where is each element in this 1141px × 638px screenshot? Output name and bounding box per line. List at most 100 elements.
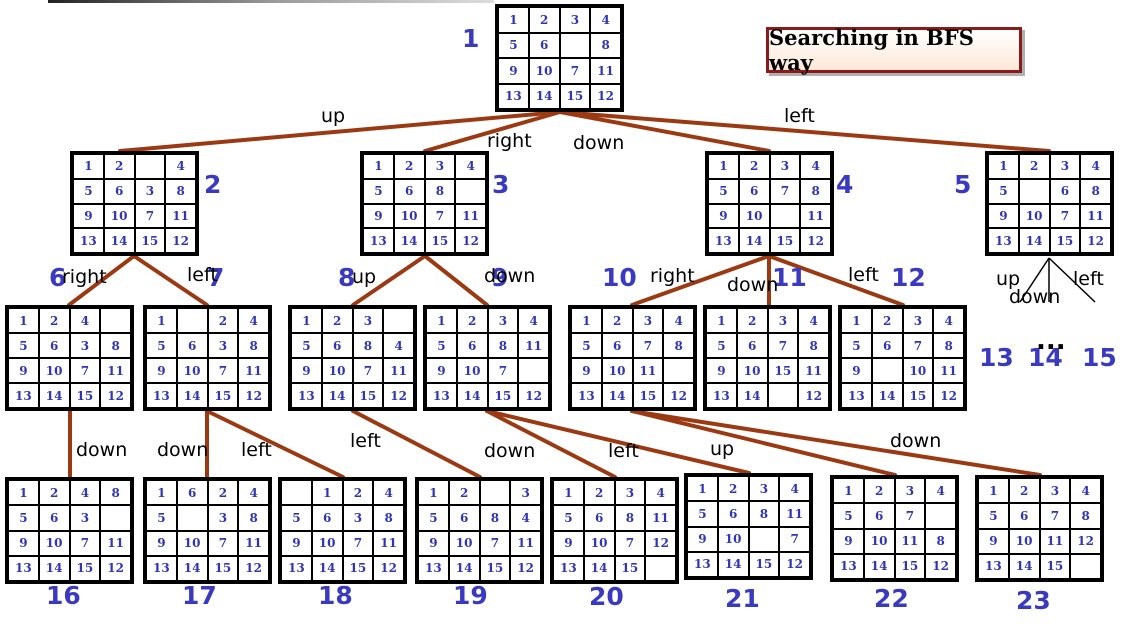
- tile: 7: [207, 358, 239, 383]
- tile: 8: [1080, 178, 1111, 204]
- tile: 15: [479, 555, 511, 581]
- tile: 13: [73, 228, 104, 253]
- tile: 13: [978, 553, 1009, 579]
- tile: 10: [738, 203, 770, 229]
- tile: 14: [1018, 228, 1050, 253]
- tile: 3: [207, 333, 239, 358]
- tile: 15: [1039, 553, 1071, 579]
- tile: 8: [238, 333, 269, 358]
- tile: 7: [479, 530, 511, 556]
- move-label-n1-down: down: [573, 132, 625, 154]
- tile: 3: [69, 333, 101, 358]
- tile: 1: [8, 480, 39, 506]
- tile: 11: [800, 203, 831, 229]
- tile: 4: [510, 505, 541, 531]
- tile: 6: [863, 503, 895, 529]
- puzzle-state-22: 1 2 3 4 5 6 7 9 10 11 8 13 14 15 12: [830, 475, 959, 582]
- tile: 9: [988, 203, 1019, 229]
- tile: 5: [363, 178, 394, 204]
- tile: 4: [1080, 154, 1111, 179]
- tile: 7: [134, 203, 166, 229]
- tile: 11: [894, 528, 926, 554]
- tile: 10: [1008, 528, 1040, 554]
- blank-tile: [769, 203, 801, 229]
- node-label-3: 3: [492, 170, 510, 199]
- tile: 2: [871, 308, 903, 333]
- tree-edge: [423, 110, 562, 153]
- tile: 4: [798, 308, 829, 333]
- tile: 7: [559, 58, 591, 84]
- tile: 9: [498, 58, 529, 84]
- move-label-n5-down: down: [1009, 286, 1061, 308]
- tile: 3: [614, 480, 646, 506]
- tile: 4: [779, 476, 810, 502]
- tile: 14: [738, 228, 770, 253]
- tile: 6: [38, 333, 70, 358]
- tile: 10: [1018, 203, 1050, 229]
- puzzle-state-12: 1 2 3 4 5 6 7 8 9 10 11 13 14 15 12: [838, 305, 967, 411]
- move-label-n5-up: up: [996, 268, 1021, 290]
- tile: 4: [933, 308, 964, 333]
- tile: 4: [590, 7, 621, 33]
- tile: 15: [748, 551, 780, 577]
- node-label-4: 4: [836, 170, 854, 199]
- tile: 6: [717, 501, 749, 527]
- move-label-n9-up: up: [710, 438, 735, 460]
- tile: 9: [291, 358, 322, 383]
- tile: 15: [769, 228, 801, 253]
- tile: 2: [528, 7, 560, 33]
- tile: 1: [687, 476, 718, 502]
- tile: 1: [706, 308, 737, 333]
- tile: 6: [601, 333, 633, 358]
- puzzle-state-21: 1 2 3 4 5 6 8 11 9 10 7 13 14 15 12: [684, 473, 813, 580]
- tile: 6: [311, 505, 343, 531]
- tile: 9: [833, 528, 864, 554]
- tile: 9: [146, 530, 177, 556]
- tile: 12: [645, 530, 676, 556]
- tile: 14: [717, 551, 749, 577]
- tile: 10: [321, 358, 353, 383]
- tile: 9: [426, 358, 457, 383]
- tile: 12: [590, 83, 621, 109]
- tile: 7: [487, 358, 519, 383]
- tile: 1: [498, 7, 529, 33]
- tile: 9: [706, 358, 737, 383]
- tile: 2: [1008, 478, 1040, 504]
- tile: 14: [38, 555, 70, 581]
- tile: 14: [871, 383, 903, 408]
- tile: 2: [583, 480, 615, 506]
- tile: 3: [767, 308, 799, 333]
- tile: 12: [165, 228, 196, 253]
- tile: 4: [238, 480, 269, 506]
- tile: 2: [863, 478, 895, 504]
- tile: 12: [238, 555, 269, 581]
- tile: 3: [748, 476, 780, 502]
- tile: 13: [708, 228, 739, 253]
- tile: 1: [571, 308, 602, 333]
- blank-tile: [559, 32, 591, 58]
- move-label-n6-down: down: [76, 439, 128, 461]
- tile: 6: [1049, 178, 1081, 204]
- tile: 9: [571, 358, 602, 383]
- node-label-5: 5: [954, 170, 972, 199]
- move-label-n3-up: up: [352, 266, 377, 288]
- move-label-n2-left: left: [187, 264, 218, 286]
- tile: 8: [352, 333, 384, 358]
- node-label-9: 9: [491, 263, 509, 292]
- tile: 2: [736, 308, 768, 333]
- tile: 14: [311, 555, 343, 581]
- tile: 4: [455, 154, 486, 179]
- tile: 14: [321, 383, 353, 408]
- tile: 10: [601, 358, 633, 383]
- tile: 11: [518, 333, 549, 358]
- tile: 13: [553, 555, 584, 581]
- tile: 14: [583, 555, 615, 581]
- diagram-title: Searching in BFS way: [766, 25, 1022, 75]
- tile: 12: [663, 383, 694, 408]
- puzzle-state-19: 1 2 3 5 6 8 4 9 10 7 11 13 14 15 12: [415, 477, 544, 584]
- node-label-1: 1: [462, 24, 480, 53]
- puzzle-state-7: 1 2 4 5 6 3 8 9 10 7 11 13 14 15 12: [143, 305, 272, 411]
- tile: 3: [69, 505, 101, 531]
- tile: 11: [1080, 203, 1111, 229]
- tile: 12: [238, 383, 269, 408]
